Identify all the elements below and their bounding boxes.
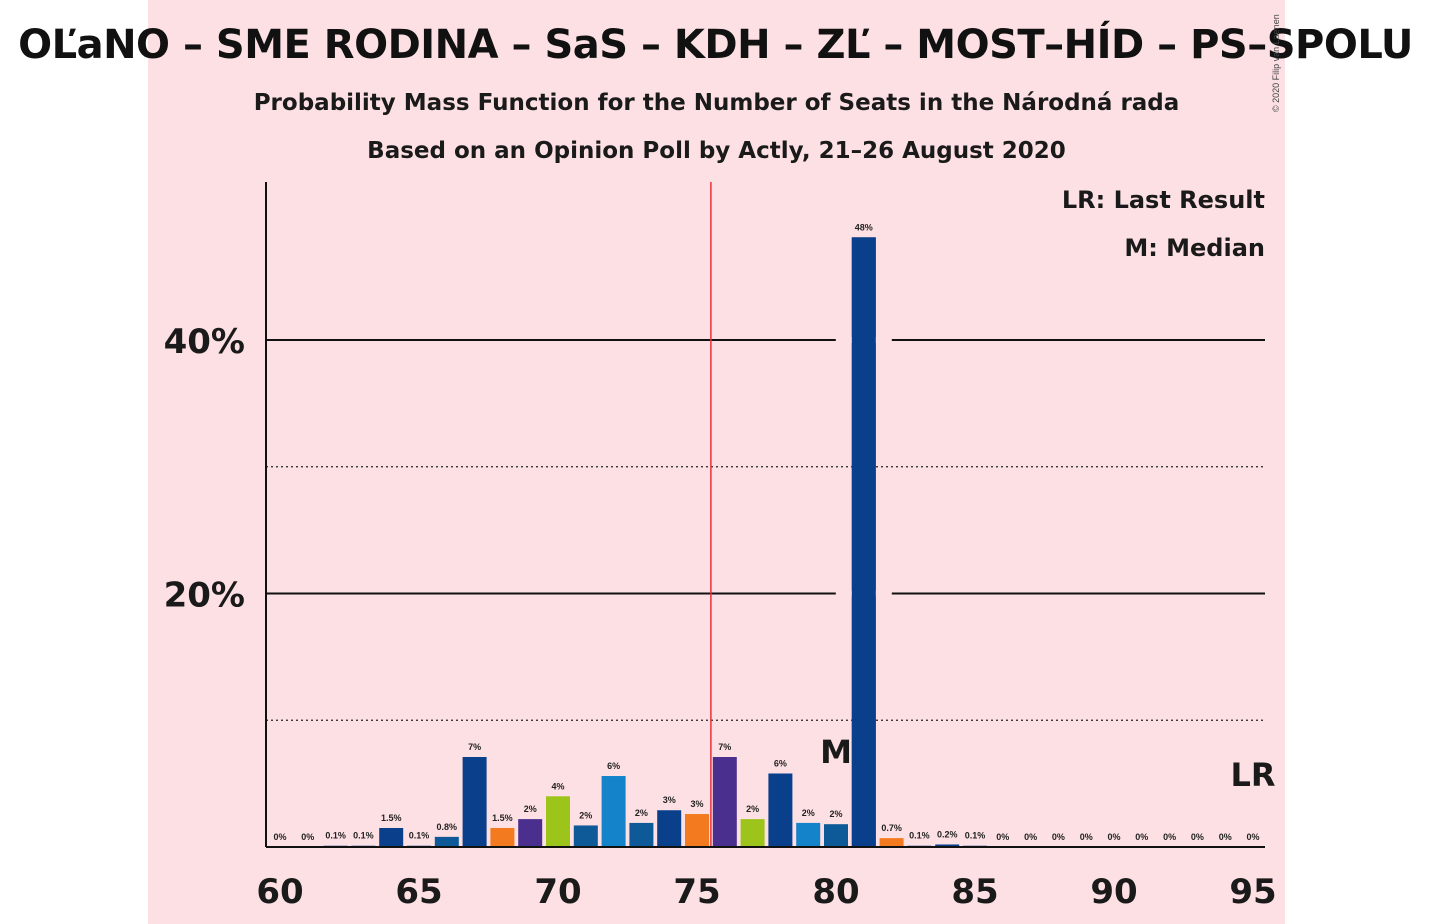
bar-seats-84 <box>935 844 960 847</box>
x-tick-label: 65 <box>395 872 442 912</box>
bar-value-label: 2% <box>829 809 842 819</box>
bar-seats-70 <box>546 796 570 847</box>
bar-value-label: 2% <box>579 810 592 820</box>
bar-seats-76 <box>712 757 737 847</box>
bar-value-label: 0.1% <box>909 831 930 841</box>
bar-value-label: 0% <box>1246 832 1259 842</box>
bar-value-label: 0.2% <box>937 829 958 839</box>
bar-value-label: 0% <box>1219 832 1232 842</box>
bar-value-label: 6% <box>774 758 787 768</box>
median-marker: M <box>820 733 852 771</box>
bar-value-label: 0% <box>1135 832 1148 842</box>
bar-value-label: 2% <box>746 804 759 814</box>
bar-seats-68 <box>490 827 515 847</box>
bar-seats-78 <box>768 773 793 847</box>
bar-value-label: 0% <box>1191 832 1204 842</box>
bar-value-label: 0.1% <box>965 831 986 841</box>
bar-value-label: 0% <box>1052 832 1065 842</box>
bar-seats-71 <box>573 825 598 847</box>
bar-seats-79 <box>796 822 821 847</box>
bar-value-label: 0% <box>1080 832 1093 842</box>
bar-value-label: 3% <box>663 795 676 805</box>
bar-value-label: 4% <box>551 781 564 791</box>
bar-value-label: 0% <box>301 832 314 842</box>
legend-last-result: LR: Last Result <box>1061 186 1265 214</box>
bar-seats-64 <box>379 827 404 847</box>
x-tick-label: 85 <box>951 872 998 912</box>
bar-value-label: 0.1% <box>409 831 430 841</box>
bar-seats-73 <box>629 822 654 847</box>
bar-value-label: 0% <box>996 832 1009 842</box>
bar-value-label: 1.5% <box>381 813 402 823</box>
chart-subtitle: Probability Mass Function for the Number… <box>253 90 1180 116</box>
bar-seats-72 <box>601 776 626 847</box>
bar-value-label: 0% <box>1107 832 1120 842</box>
bar-value-label: 0.7% <box>881 823 902 833</box>
bar-seats-82 <box>879 838 904 847</box>
chart-title: OĽaNO – SME RODINA – SaS – KDH – ZĽ – MO… <box>18 22 1413 68</box>
legend-median: M: Median <box>1124 234 1265 262</box>
bar-value-label: 0% <box>273 832 286 842</box>
bar-value-label: 0.8% <box>437 822 458 832</box>
last-result-marker: LR <box>1230 756 1275 794</box>
x-tick-label: 90 <box>1090 872 1137 912</box>
x-tick-label: 95 <box>1229 872 1276 912</box>
bar-seats-81 <box>851 237 876 847</box>
x-tick-label: 75 <box>673 872 720 912</box>
bar-seats-74 <box>657 810 682 847</box>
bar-value-label: 1.5% <box>492 813 513 823</box>
chart-source-line: Based on an Opinion Poll by Actly, 21–26… <box>367 138 1066 164</box>
bar-value-label: 2% <box>524 804 537 814</box>
x-tick-label: 60 <box>256 872 303 912</box>
bar-value-label: 7% <box>468 742 481 752</box>
bar-seats-77 <box>740 819 765 847</box>
bar-seats-80 <box>824 824 848 847</box>
bar-value-label: 7% <box>718 742 731 752</box>
bar-value-label: 0% <box>1163 832 1176 842</box>
y-tick-label: 40% <box>164 322 245 362</box>
y-tick-label: 20% <box>164 576 245 616</box>
bar-value-label: 0% <box>1024 832 1037 842</box>
bar-value-label: 6% <box>607 761 620 771</box>
bar-seats-75 <box>685 814 709 847</box>
bar-seats-66 <box>434 836 459 847</box>
x-tick-label: 70 <box>534 872 581 912</box>
bar-value-label: 48% <box>855 222 873 232</box>
bar-value-label: 3% <box>690 799 703 809</box>
bar-value-label: 2% <box>802 808 815 818</box>
bar-seats-69 <box>518 819 543 847</box>
x-tick-label: 80 <box>812 872 859 912</box>
bar-seats-67 <box>462 757 487 847</box>
bar-value-label: 0.1% <box>325 831 346 841</box>
bar-value-label: 0.1% <box>353 831 374 841</box>
bar-value-label: 2% <box>635 808 648 818</box>
